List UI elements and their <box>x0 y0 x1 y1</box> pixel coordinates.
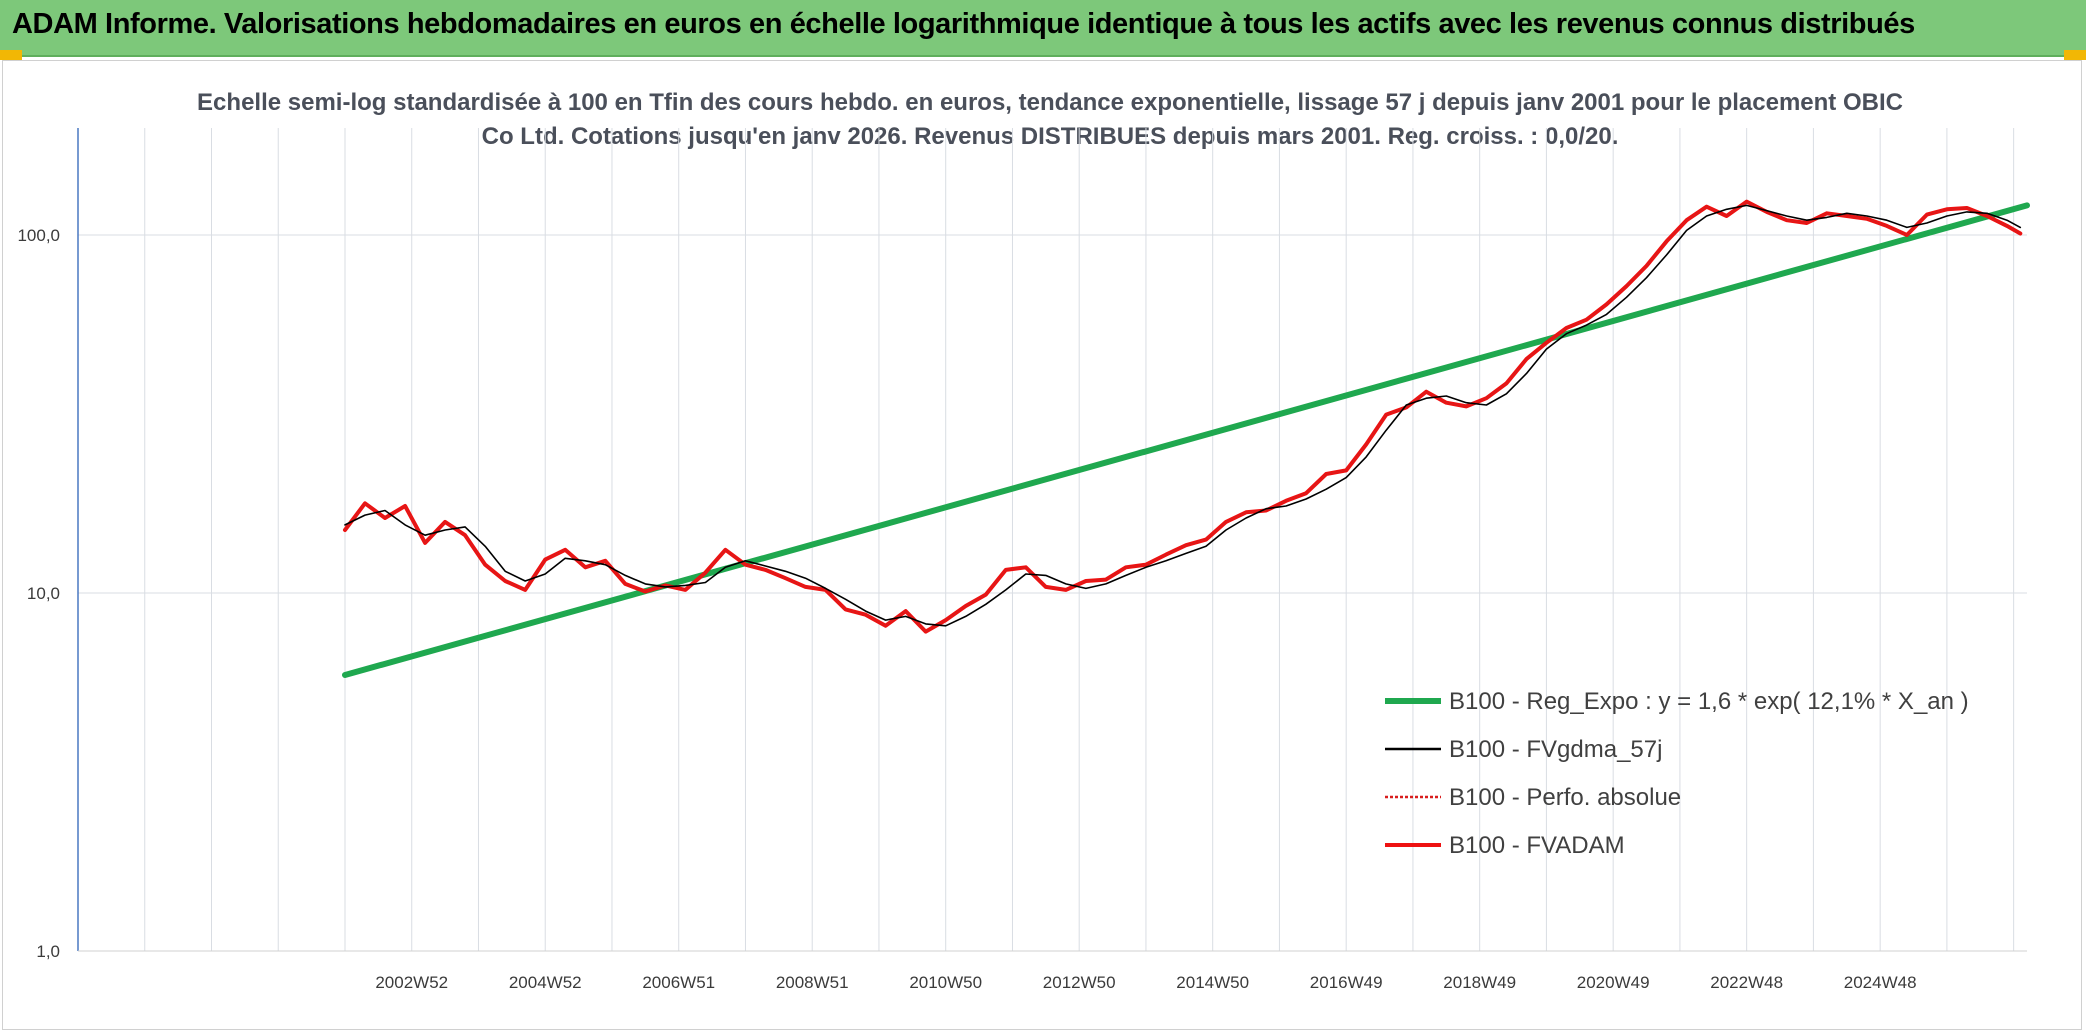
series-line-2 <box>344 204 2022 627</box>
x-tick-label: 2004W52 <box>509 973 582 992</box>
x-tick-label: 2002W52 <box>375 973 448 992</box>
series-layer <box>342 199 2030 678</box>
x-tick-label: 2012W50 <box>1043 973 1116 992</box>
report-title: ADAM Informe. Valorisations hebdomadaire… <box>12 8 1915 40</box>
y-tick-label: 100,0 <box>17 226 60 245</box>
series-line-4 <box>343 199 2023 634</box>
legend-label: B100 - FVADAM <box>1449 832 1625 859</box>
corner-accent-right <box>2064 50 2086 60</box>
x-tick-label: 2022W48 <box>1710 973 1783 992</box>
x-tick-label: 2020W49 <box>1577 973 1650 992</box>
x-tick-label: 2018W49 <box>1443 973 1516 992</box>
series-line-1 <box>342 202 2030 678</box>
x-tick-label: 2016W49 <box>1310 973 1383 992</box>
x-tick-label: 2010W50 <box>909 973 982 992</box>
chart-title: Echelle semi-log standardisée à 100 en T… <box>197 89 1903 150</box>
legend: B100 - Reg_Expo : y = 1,6 * exp( 12,1% *… <box>1385 688 1969 859</box>
legend-label: B100 - FVgdma_57j <box>1449 736 1662 763</box>
x-tick-label: 2024W48 <box>1844 973 1917 992</box>
legend-label: B100 - Perfo. absolue <box>1449 784 1681 811</box>
report-banner: ADAM Informe. Valorisations hebdomadaire… <box>0 0 2086 57</box>
y-tick-label: 1,0 <box>36 942 60 961</box>
x-tick-label: 2014W50 <box>1176 973 1249 992</box>
x-tick-label: 2006W51 <box>642 973 715 992</box>
grid-layer <box>78 128 2027 952</box>
series-line-3 <box>344 200 2022 633</box>
corner-accent-left <box>0 50 22 60</box>
y-tick-label: 10,0 <box>27 584 60 603</box>
axis-layer: 1,0 10,0 100,0 2002W52 2004W52 2006W51 2008W51… <box>17 128 2027 992</box>
x-tick-label: 2008W51 <box>776 973 849 992</box>
legend-label: B100 - Reg_Expo : y = 1,6 * exp( 12,1% *… <box>1449 688 1969 715</box>
chart-frame <box>2 60 2082 1030</box>
